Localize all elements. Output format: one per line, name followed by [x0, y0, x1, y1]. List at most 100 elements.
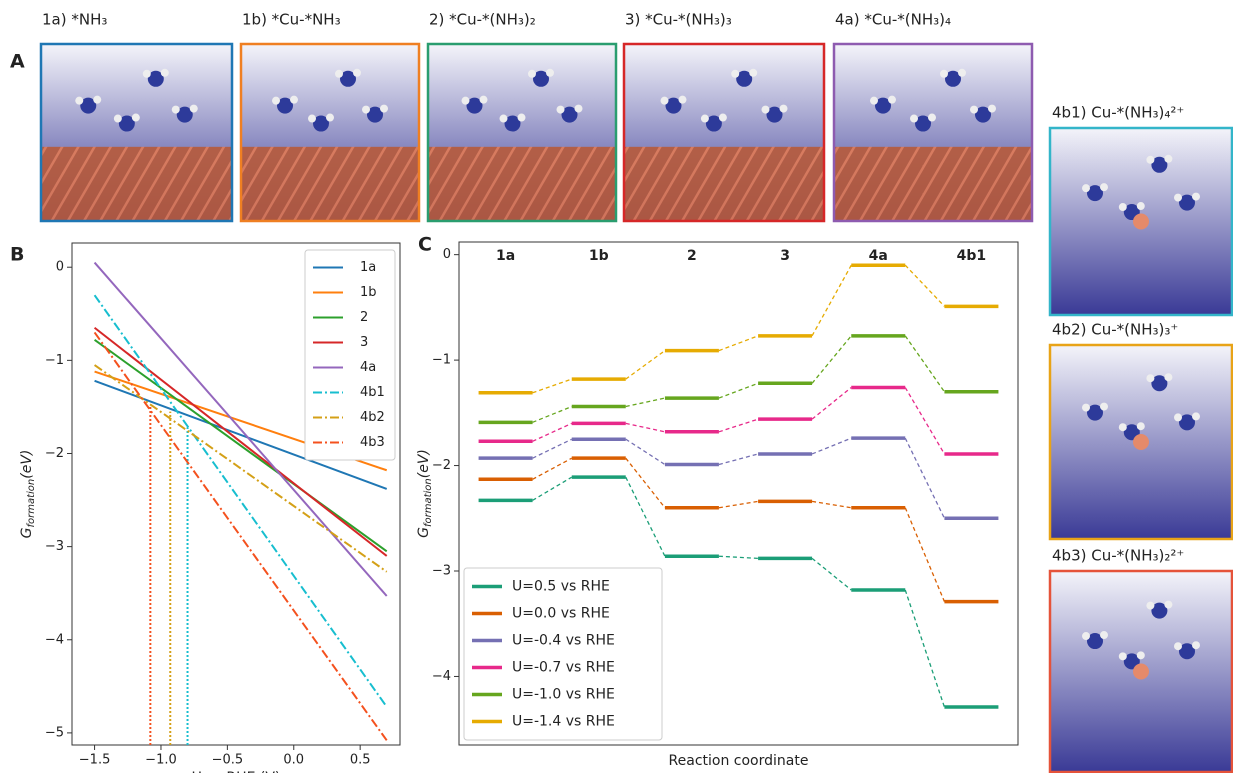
connector	[811, 437, 852, 455]
y-tick-label: −5	[45, 725, 64, 740]
y-tick-label: −2	[45, 446, 64, 461]
atom	[1133, 663, 1149, 680]
atom	[147, 70, 164, 87]
atom	[665, 97, 682, 114]
category-label: 4a	[869, 248, 888, 264]
connector	[532, 476, 573, 501]
atom	[308, 114, 316, 123]
atom	[736, 70, 753, 87]
atom	[975, 106, 991, 123]
category-label: 3	[780, 248, 790, 264]
series-line	[93, 364, 388, 573]
category-label: 2	[687, 248, 697, 264]
atom	[561, 106, 578, 123]
series-line	[93, 261, 388, 597]
copper-surface	[624, 146, 824, 221]
legend-label: 3	[360, 335, 368, 350]
atom	[1164, 154, 1173, 163]
atom	[528, 69, 536, 78]
connector	[532, 438, 573, 459]
atom	[660, 96, 669, 105]
atom	[556, 105, 565, 114]
atom	[1082, 632, 1090, 641]
atom	[1100, 631, 1108, 640]
y-tick-label: −2	[432, 458, 451, 473]
legend-label: 2	[360, 310, 368, 325]
panel-label: B	[10, 244, 24, 266]
atom	[1087, 185, 1103, 202]
atom	[504, 115, 521, 132]
atom	[779, 104, 788, 113]
y-axis-label-sub: formation	[26, 479, 37, 528]
atom	[290, 95, 298, 104]
atom	[93, 95, 102, 104]
atom	[113, 114, 122, 123]
atom	[1136, 202, 1145, 211]
atom	[731, 69, 740, 78]
atom	[1118, 652, 1127, 661]
atom	[340, 70, 356, 87]
legend-label: U=0.0 vs RHE	[512, 606, 610, 622]
y-tick-label: −3	[45, 539, 64, 554]
atom	[1174, 642, 1182, 651]
structure-frame	[39, 42, 234, 223]
atom	[700, 114, 709, 123]
atom	[466, 97, 483, 114]
panel-label: A	[10, 51, 25, 73]
connector	[904, 335, 945, 393]
atom	[870, 96, 878, 105]
atom	[131, 113, 140, 122]
y-tick-label: −1	[432, 353, 451, 368]
structure-frame	[1048, 569, 1233, 773]
connector	[811, 335, 852, 384]
atom	[958, 68, 966, 77]
structure-caption: 1a) *NH₃	[42, 11, 107, 29]
structure-caption: 4b3) Cu-*(NH₃)₂²⁺	[1052, 547, 1184, 565]
atom	[335, 69, 343, 78]
atom	[678, 95, 687, 104]
atom	[326, 113, 334, 122]
atom	[160, 68, 169, 77]
legend-label: U=-0.7 vs RHE	[512, 660, 615, 676]
atom	[362, 105, 370, 114]
structure-caption: 4b2) Cu-*(NH₃)₃⁺	[1052, 321, 1178, 339]
legend-label: 4b1	[360, 385, 385, 400]
atom	[1179, 194, 1195, 211]
atom	[1151, 375, 1168, 392]
legend-label: U=-1.4 vs RHE	[512, 714, 615, 730]
atom	[940, 69, 948, 78]
category-label: 1a	[496, 248, 515, 264]
atom	[517, 113, 526, 122]
structure-caption: 1b) *Cu-*NH₃	[242, 11, 341, 29]
connector	[625, 438, 666, 466]
atom	[574, 104, 583, 113]
x-axis-label: U vs RHE (V)	[192, 770, 281, 773]
atom	[189, 104, 198, 113]
y-axis-label-symbol: G	[416, 527, 432, 538]
atom	[1151, 602, 1168, 619]
structure-caption: 4b1) Cu-*(NH₃)₄²⁺	[1052, 104, 1184, 122]
atom	[1133, 213, 1149, 230]
atom	[1087, 404, 1103, 421]
structure-caption: 3) *Cu-*(NH₃)₃	[625, 11, 732, 29]
atom	[1082, 403, 1090, 412]
atom	[1133, 434, 1149, 450]
atom	[118, 115, 135, 132]
connector	[904, 507, 946, 602]
atom	[75, 96, 84, 105]
series-line	[93, 326, 388, 557]
copper-surface	[41, 146, 232, 221]
atom	[1123, 653, 1140, 670]
atom	[915, 115, 931, 132]
category-label: 1b	[589, 248, 609, 264]
structure-frame	[426, 42, 618, 223]
series-line	[93, 294, 388, 708]
legend-label: U=-0.4 vs RHE	[512, 633, 615, 649]
atom	[1179, 414, 1195, 431]
atom	[875, 97, 891, 114]
atom	[1192, 412, 1200, 421]
atom	[1082, 184, 1090, 193]
connector	[532, 405, 572, 423]
legend-label: 4b2	[360, 410, 385, 425]
